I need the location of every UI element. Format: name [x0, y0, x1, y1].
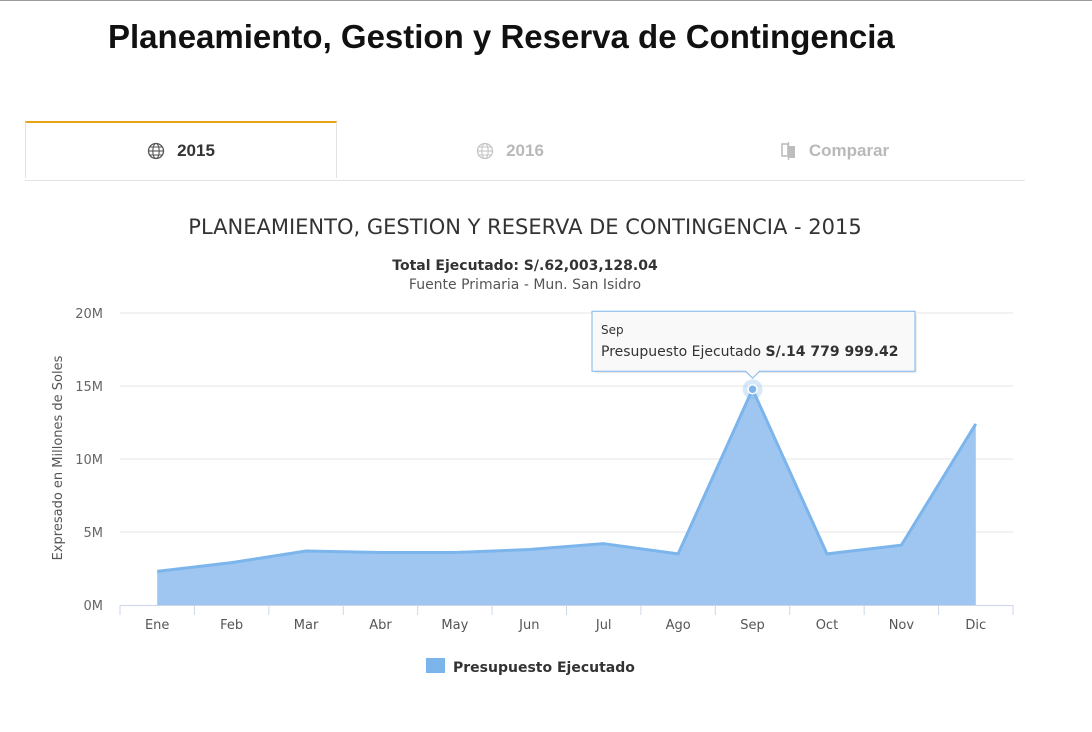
chart-subtitle-source: Fuente Primaria - Mun. San Isidro — [409, 277, 641, 293]
y-tick-label: 20M — [75, 307, 103, 322]
tab-2016[interactable]: 2016 — [354, 122, 666, 179]
x-tick-label: Jul — [595, 618, 612, 633]
subtitle-bold: Total Ejecutado — [392, 258, 513, 274]
y-tick-label: 15M — [75, 380, 103, 395]
series-area — [157, 389, 976, 605]
tab-comparar[interactable]: Comparar — [685, 122, 985, 179]
x-tick-label: Sep — [740, 618, 765, 633]
y-tick-label: 10M — [75, 453, 103, 468]
y-tick-label: 0M — [84, 599, 104, 614]
tooltip-value: S/.14 779 999.42 — [766, 344, 899, 360]
hover-marker — [747, 383, 758, 395]
y-tick-label: 5M — [84, 526, 104, 541]
legend-swatch — [426, 658, 445, 673]
x-tick-label: Jun — [518, 618, 539, 633]
y-axis-label: Expresado en Millones de Soles — [51, 355, 66, 560]
x-tick-label: May — [441, 618, 468, 633]
tab-label: 2015 — [177, 140, 215, 160]
x-tick-label: Feb — [220, 618, 243, 633]
x-tick-label: Dic — [965, 618, 986, 633]
x-tick-label: Oct — [816, 618, 838, 633]
globe-icon — [147, 142, 165, 160]
x-tick-label: Ene — [145, 618, 169, 633]
x-tick-label: Ago — [666, 618, 691, 633]
tab-label: 2016 — [506, 140, 544, 160]
series-line — [157, 387, 978, 573]
chart-title: PLANEAMIENTO, GESTION Y RESERVA DE CONTI… — [188, 215, 861, 239]
x-tick-label: Abr — [369, 618, 392, 633]
tab-2015[interactable]: 2015 — [25, 121, 337, 178]
chart-subtitle: Total Ejecutado: S/.62,003,128.04 — [392, 258, 658, 274]
area-chart: PLANEAMIENTO, GESTION Y RESERVA DE CONTI… — [51, 215, 1014, 676]
chart-area: PLANEAMIENTO, GESTION Y RESERVA DE CONTI… — [0, 195, 1092, 715]
compare-icon — [781, 141, 797, 160]
x-tick-label: Nov — [889, 618, 915, 633]
top-rule — [0, 0, 1092, 1]
year-tabs: 2015 2016 Comparar — [25, 121, 1025, 181]
tooltip-series-name: Presupuesto Ejecutado — [601, 344, 766, 360]
subtitle-value: : S/.62,003,128.04 — [513, 258, 658, 274]
page-title: Planeamiento, Gestion y Reserva de Conti… — [108, 18, 895, 55]
x-tick-label: Mar — [294, 618, 319, 633]
legend-label: Presupuesto Ejecutado — [453, 660, 635, 676]
tooltip-category: Sep — [601, 323, 624, 337]
tooltip-box — [591, 310, 916, 379]
tab-label: Comparar — [808, 140, 890, 160]
globe-icon — [476, 142, 494, 160]
tooltip-line: Presupuesto Ejecutado S/.14 779 999.42 — [601, 344, 899, 360]
